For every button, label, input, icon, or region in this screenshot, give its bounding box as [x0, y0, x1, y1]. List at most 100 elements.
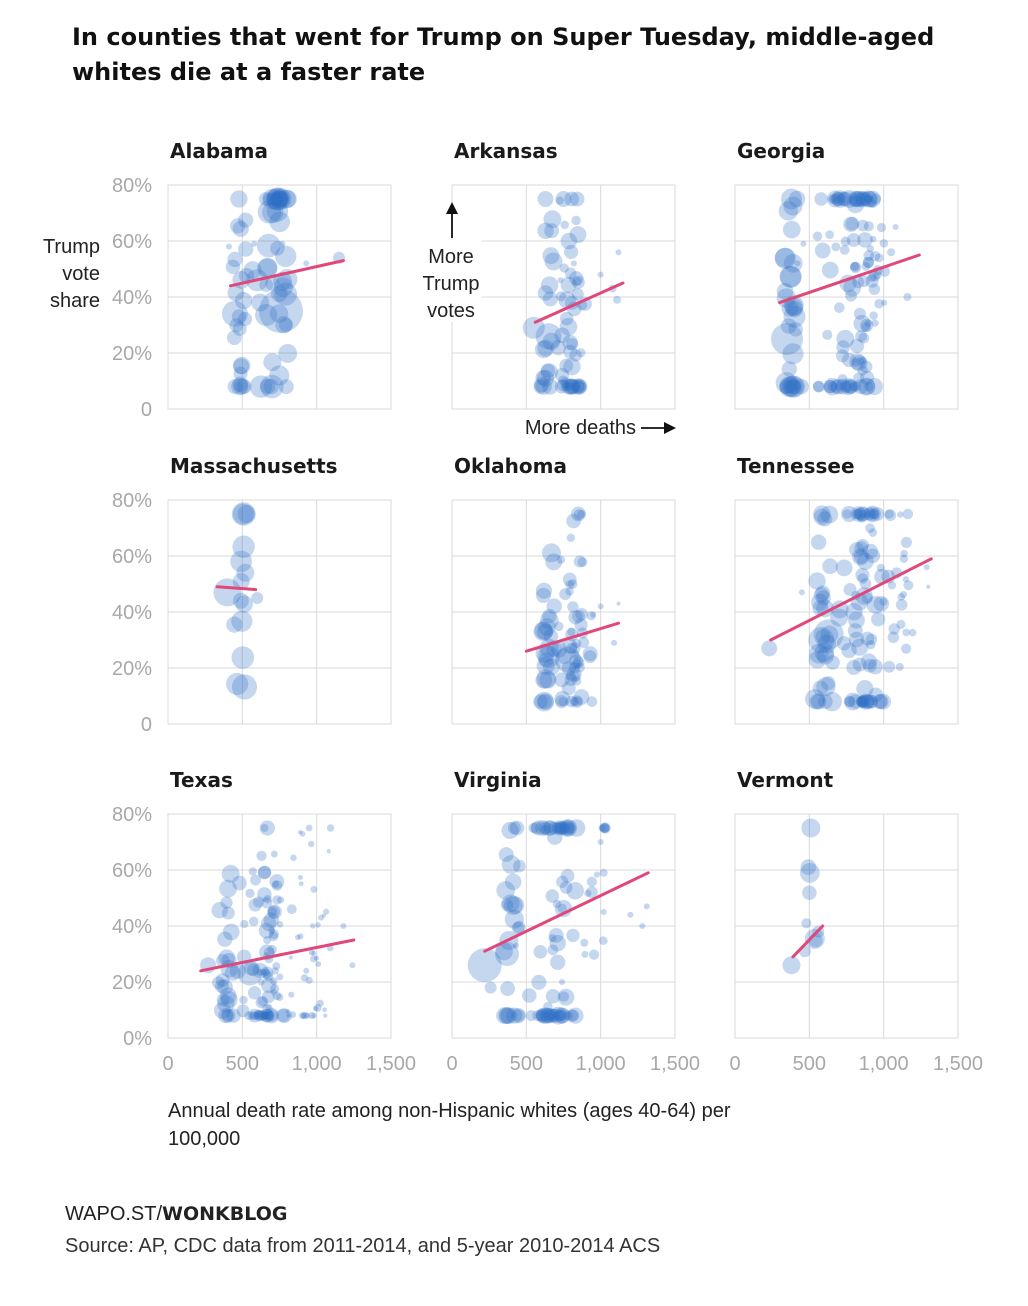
county-bubble	[835, 382, 845, 391]
county-bubble	[501, 894, 520, 913]
county-bubble	[533, 694, 548, 709]
county-bubble	[782, 220, 801, 239]
county-bubble	[800, 240, 807, 247]
county-bubble	[552, 899, 562, 909]
county-bubble	[305, 824, 313, 832]
county-bubble	[586, 876, 598, 887]
county-bubble	[554, 646, 581, 673]
county-bubble	[832, 192, 847, 206]
county-bubble	[253, 896, 265, 908]
county-bubble	[836, 329, 855, 348]
county-bubble	[212, 976, 225, 990]
county-bubble	[301, 1011, 309, 1020]
county-bubble	[783, 253, 803, 273]
county-bubble	[861, 694, 875, 709]
county-bubble	[858, 332, 870, 344]
county-bubble	[858, 509, 868, 519]
county-bubble	[496, 881, 516, 900]
footer-source: Source: AP, CDC data from 2011-2014, and…	[65, 1235, 661, 1257]
county-bubble	[560, 276, 577, 293]
county-bubble	[549, 934, 567, 952]
county-bubble	[531, 974, 547, 990]
county-bubble	[247, 986, 262, 1000]
county-bubble	[232, 875, 247, 891]
county-bubble	[569, 349, 582, 362]
county-bubble	[861, 592, 873, 604]
county-bubble	[300, 974, 309, 982]
county-bubble	[536, 1009, 550, 1023]
county-bubble	[845, 603, 863, 621]
trend-line	[215, 585, 258, 592]
county-bubble	[257, 995, 269, 1007]
county-bubble	[269, 874, 285, 889]
county-bubble	[540, 611, 559, 630]
county-bubble	[255, 303, 278, 327]
county-bubble	[231, 502, 256, 526]
county-bubble	[830, 379, 845, 394]
county-bubble	[826, 190, 844, 208]
county-bubble	[312, 1005, 319, 1012]
x-tick-label: 1,000	[859, 1053, 909, 1075]
county-bubble	[271, 967, 279, 975]
county-bubble	[243, 261, 262, 280]
county-bubble	[593, 871, 601, 878]
county-bubble	[780, 188, 802, 210]
county-bubble	[256, 233, 281, 258]
county-bubble	[244, 1011, 254, 1021]
county-bubble	[277, 1008, 293, 1023]
county-bubble	[267, 905, 280, 919]
county-bubble	[238, 212, 254, 228]
county-bubble	[304, 1012, 311, 1019]
county-bubble	[572, 696, 583, 707]
county-bubble	[900, 549, 908, 558]
county-bubble	[565, 587, 574, 596]
y-axis-title-line: vote	[62, 263, 100, 285]
county-bubble	[536, 1007, 553, 1024]
panel-frame	[451, 499, 676, 725]
x-tick-label: 1,500	[650, 1053, 700, 1075]
county-bubble	[572, 379, 587, 394]
county-bubble	[843, 278, 862, 297]
annotation-x-hint: More deaths	[525, 417, 636, 439]
panel-frame	[734, 184, 959, 410]
county-bubble	[559, 979, 566, 985]
county-bubble	[533, 621, 554, 642]
county-bubble	[562, 821, 576, 835]
y-tick-label: 60%	[112, 231, 152, 253]
county-bubble	[323, 908, 330, 915]
county-bubble	[278, 344, 298, 363]
county-bubble	[902, 576, 910, 583]
county-bubble	[558, 291, 576, 309]
county-bubble	[849, 190, 866, 208]
county-bubble	[266, 187, 290, 211]
footer-brand[interactable]: WAPO.ST/WONKBLOG	[65, 1203, 287, 1226]
county-bubble	[761, 640, 778, 657]
county-bubble	[321, 913, 326, 918]
county-bubble	[903, 293, 912, 301]
county-bubble	[562, 378, 579, 395]
county-bubble	[799, 862, 820, 883]
county-bubble	[253, 1009, 266, 1022]
county-bubble	[835, 559, 853, 577]
county-bubble	[780, 318, 797, 334]
county-bubble	[815, 585, 831, 601]
county-bubble	[865, 523, 875, 534]
county-bubble	[542, 291, 558, 307]
county-bubble	[340, 923, 347, 929]
county-bubble	[563, 1010, 573, 1021]
county-bubble	[226, 616, 243, 633]
county-bubble	[300, 1012, 307, 1019]
county-bubble	[856, 507, 870, 521]
county-bubble	[556, 875, 569, 888]
trend-line	[228, 259, 345, 288]
county-bubble	[256, 258, 278, 279]
county-bubble	[834, 194, 843, 204]
county-bubble	[275, 316, 293, 334]
panel-title: Alabama	[170, 139, 268, 163]
county-bubble	[836, 636, 852, 651]
county-bubble	[265, 276, 280, 291]
county-bubble	[255, 1010, 266, 1021]
county-bubble	[643, 903, 650, 910]
county-bubble	[571, 378, 588, 395]
county-bubble	[260, 1008, 274, 1023]
